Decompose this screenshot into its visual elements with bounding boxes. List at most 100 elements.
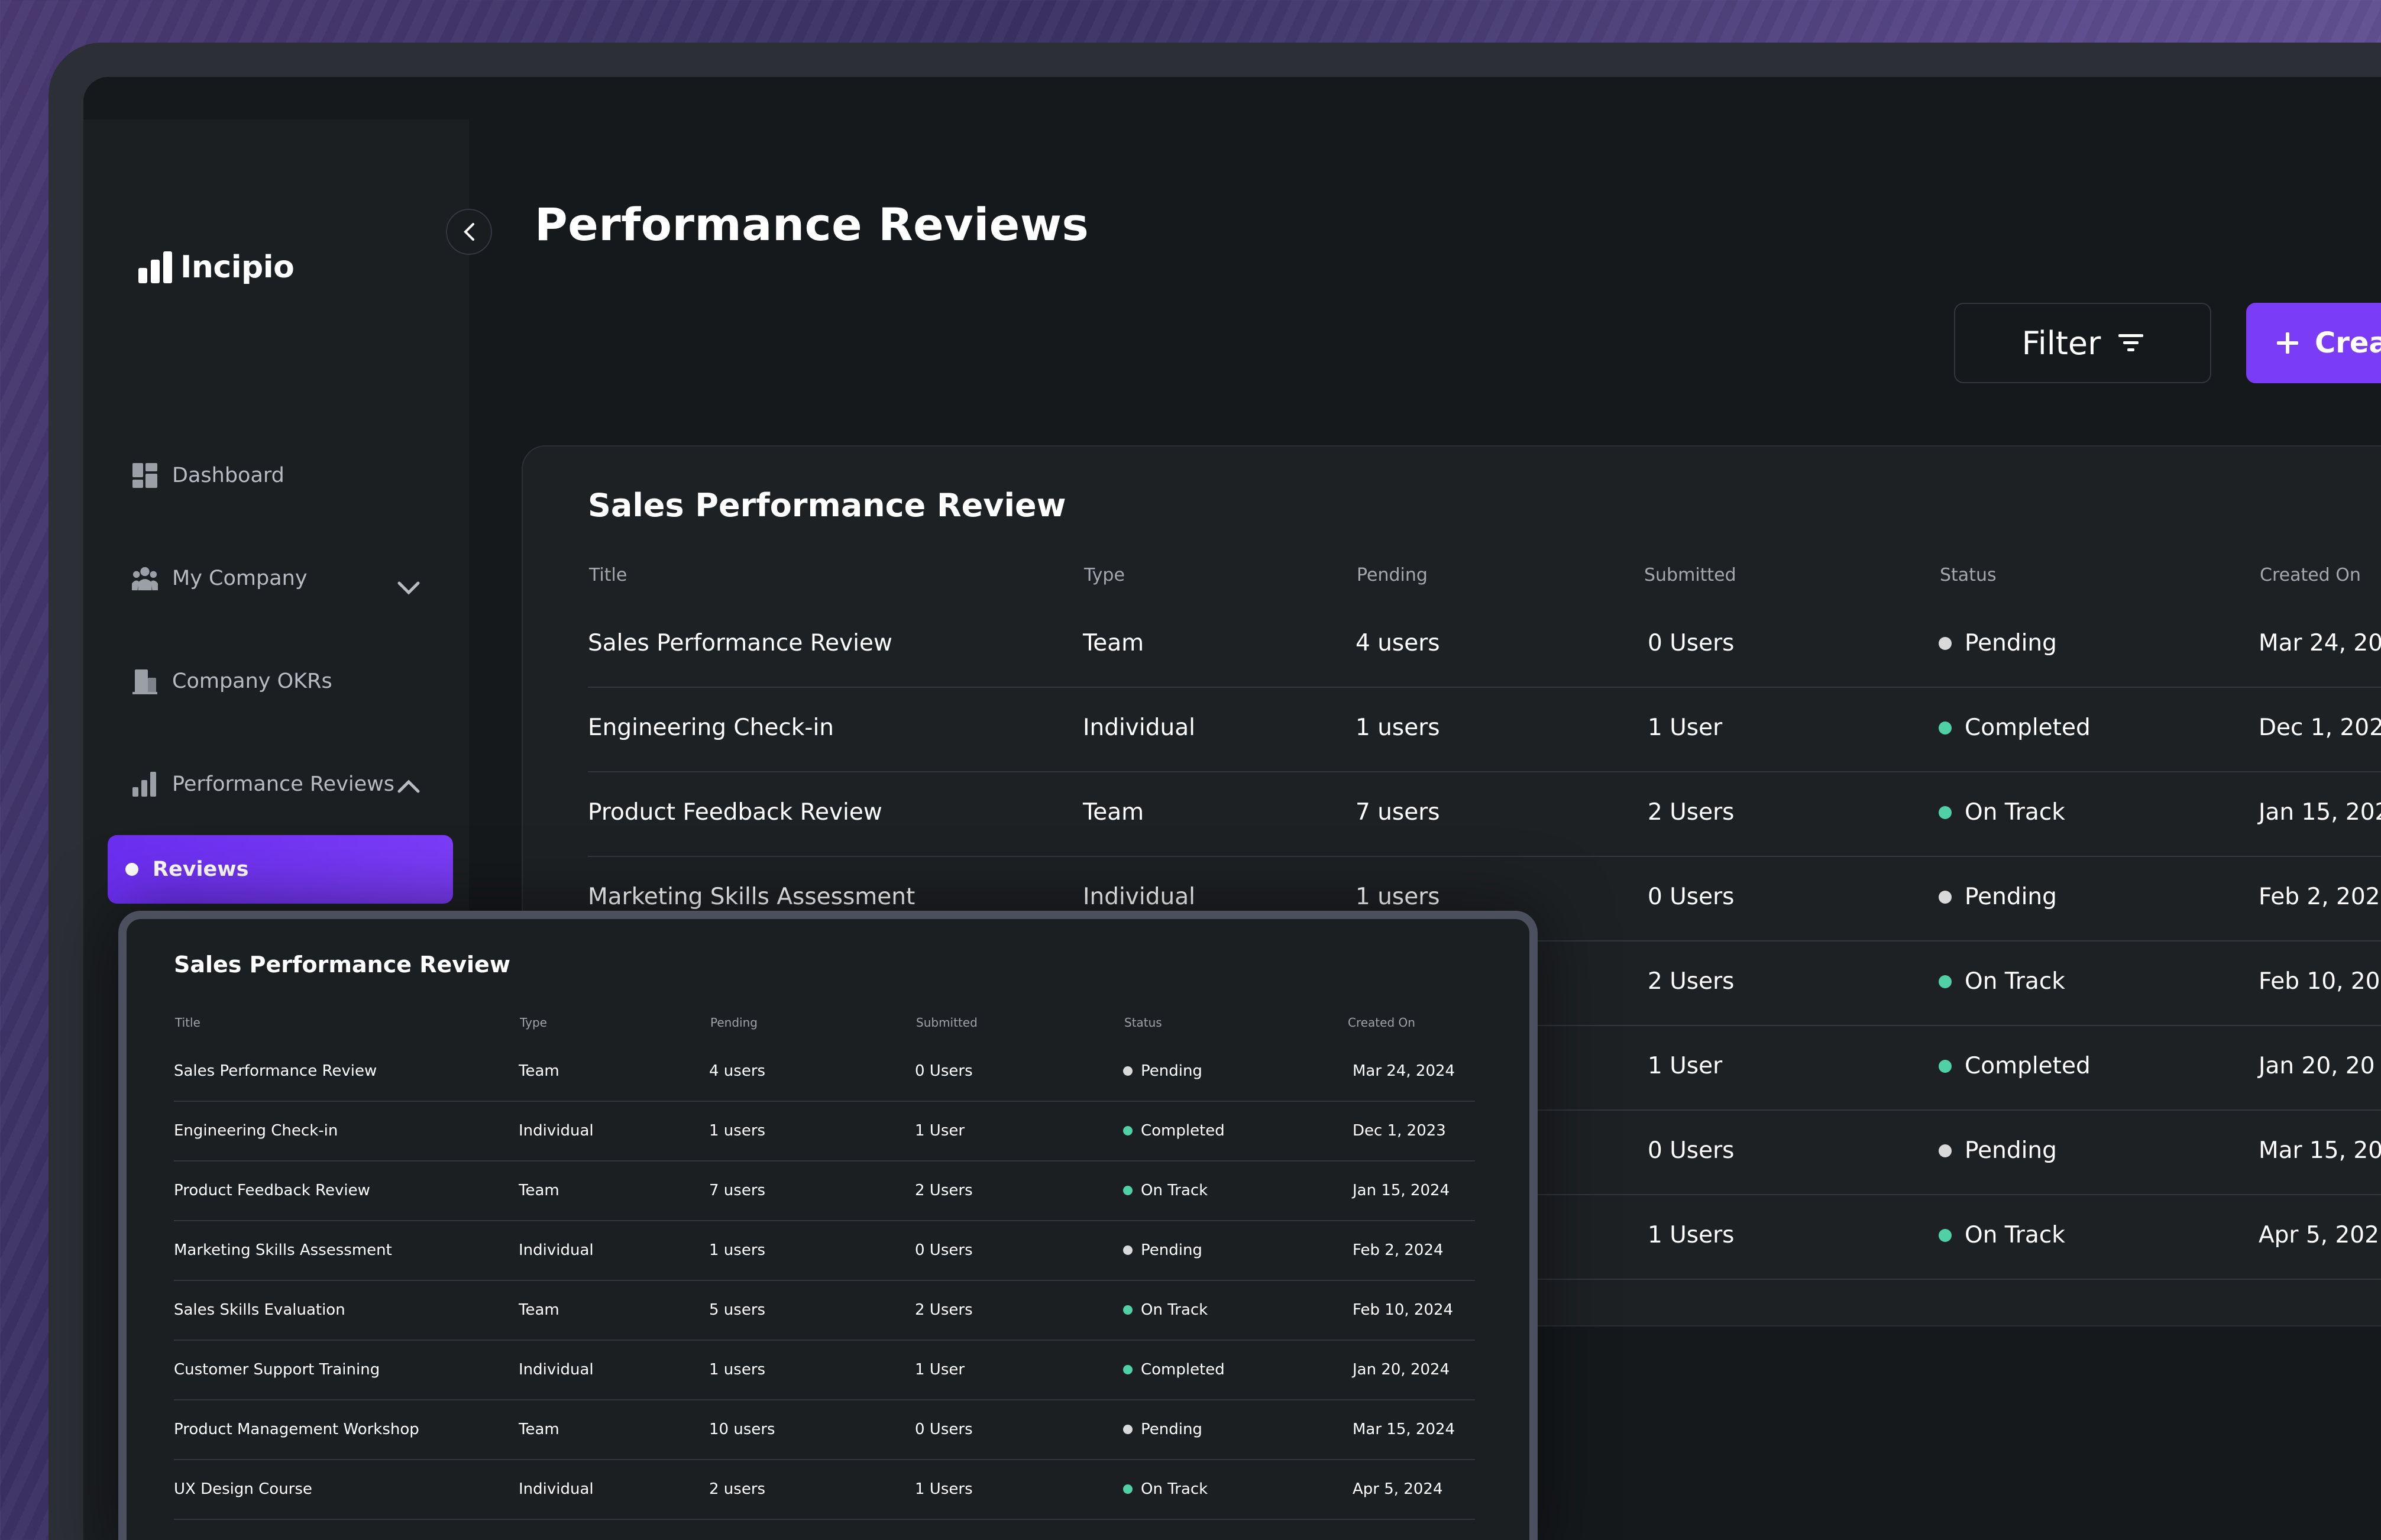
- plus-icon: [2277, 332, 2298, 354]
- app-logo[interactable]: Incipio: [138, 250, 295, 285]
- cell-submitted: 0 Users: [915, 1241, 973, 1259]
- cell-type: Individual: [1083, 714, 1195, 741]
- cell-type: Team: [519, 1301, 559, 1319]
- cell-text: Team: [1083, 799, 1144, 826]
- cell-pending: 1 users: [1356, 884, 1440, 910]
- column-header[interactable]: Pending: [710, 1015, 758, 1030]
- cell-created: Jan 15, 2024: [1353, 1182, 1450, 1199]
- table-row[interactable]: Customer Support Training Individual 1 use…: [174, 1341, 1475, 1400]
- cell-type: Individual: [519, 1361, 594, 1379]
- table-row[interactable]: Sales Performance Review Team 4 users 0 Use…: [588, 603, 2381, 688]
- cell-submitted: 2 Users: [915, 1301, 973, 1319]
- cell-title: Marketing Skills Assessment: [174, 1241, 392, 1259]
- cell-submitted: 2 Users: [915, 1182, 973, 1199]
- cell-submitted: 1 User: [915, 1361, 965, 1379]
- cell-title: Marketing Skills Assessment: [588, 884, 915, 910]
- table-row[interactable]: Sales Performance Review Team 4 users 0 Use…: [174, 1042, 1475, 1102]
- column-header[interactable]: Title: [175, 1015, 200, 1030]
- cell-text: Sales Performance Review: [588, 630, 892, 656]
- preview-title: Sales Performance Review: [174, 952, 510, 978]
- cell-pending: 10 users: [709, 1421, 775, 1438]
- cell-pending: 1 users: [1356, 714, 1440, 741]
- sidebar-item-dashboard[interactable]: Dashboard: [132, 462, 284, 488]
- cell-text: On Track: [1141, 1301, 1208, 1319]
- cell-status: On Track: [1123, 1182, 1208, 1199]
- cell-text: Feb 2, 202: [2259, 884, 2380, 910]
- cell-text: 1 Users: [915, 1480, 973, 1498]
- column-header[interactable]: Type: [520, 1015, 547, 1030]
- table-row[interactable]: Product Management Workshop Team 10 users 0…: [174, 1400, 1475, 1460]
- cell-text: 1 User: [915, 1122, 965, 1140]
- cell-status: Pending: [1123, 1421, 1202, 1438]
- cell-created: Feb 2, 2024: [1353, 1241, 1444, 1259]
- cell-status: On Track: [1939, 1222, 2065, 1248]
- status-dot-icon: [1123, 1425, 1133, 1434]
- cell-text: 1 users: [1356, 884, 1440, 910]
- column-header[interactable]: Pending: [1357, 565, 1428, 585]
- table-row[interactable]: Sales Skills Evaluation Team 5 users 2 User…: [174, 1281, 1475, 1341]
- create-button[interactable]: Creat: [2246, 303, 2381, 383]
- cell-text: Pending: [1141, 1241, 1202, 1259]
- cell-text: 4 users: [1356, 630, 1440, 656]
- cell-type: Individual: [519, 1480, 594, 1498]
- cell-type: Individual: [1083, 884, 1195, 910]
- cell-title: Product Feedback Review: [588, 799, 882, 826]
- cell-text: 0 Users: [1648, 1137, 1735, 1164]
- cell-status: On Track: [1939, 799, 2065, 826]
- cell-text: Mar 15, 2024: [1353, 1421, 1455, 1438]
- column-header[interactable]: Created On: [2260, 565, 2361, 585]
- cell-pending: 1 users: [709, 1122, 765, 1140]
- cell-text: Team: [519, 1421, 559, 1438]
- cell-pending: 7 users: [709, 1182, 765, 1199]
- cell-pending: 1 users: [709, 1241, 765, 1259]
- column-header[interactable]: Type: [1084, 565, 1125, 585]
- table-row[interactable]: Engineering Check-in Individual 1 users 1 U…: [174, 1102, 1475, 1162]
- cell-created: Mar 15, 2024: [1353, 1421, 1455, 1438]
- collapse-sidebar-button[interactable]: [446, 209, 492, 255]
- column-header[interactable]: Status: [1124, 1015, 1162, 1030]
- cell-text: 0 Users: [915, 1062, 973, 1080]
- sidebar-item-company-okrs[interactable]: Company OKRs: [132, 668, 332, 694]
- status-dot-icon: [1123, 1126, 1133, 1135]
- status-dot-icon: [1123, 1245, 1133, 1255]
- table-row[interactable]: Marketing Skills Assessment Individual 1 u…: [174, 1221, 1475, 1281]
- cell-pending: 1 users: [709, 1361, 765, 1379]
- cell-status: On Track: [1123, 1480, 1208, 1498]
- cell-text: 10 users: [709, 1421, 775, 1438]
- sidebar-item-performance-reviews[interactable]: Performance Reviews: [132, 771, 394, 797]
- status-dot-icon: [1939, 721, 1952, 735]
- bar-chart-icon: [132, 771, 158, 797]
- cell-submitted: 1 Users: [915, 1480, 973, 1498]
- table-row[interactable]: Product Feedback Review Team 7 users 2 User…: [588, 772, 2381, 857]
- table-row[interactable]: Engineering Check-in Individual 1 users 1 U…: [588, 688, 2381, 772]
- status-dot-icon: [1939, 805, 1952, 819]
- cell-created: Feb 10, 2024: [1353, 1301, 1453, 1319]
- column-header[interactable]: Status: [1940, 565, 1997, 585]
- chevron-down-icon[interactable]: [397, 581, 420, 596]
- column-header[interactable]: Created On: [1348, 1015, 1415, 1030]
- cell-text: On Track: [1965, 799, 2065, 826]
- sidebar-subitem-reviews[interactable]: Reviews: [108, 835, 453, 904]
- status-dot-icon: [1123, 1305, 1133, 1315]
- column-header[interactable]: Submitted: [1644, 565, 1736, 585]
- sidebar-item-my-company[interactable]: My Company: [132, 565, 308, 591]
- cell-title: Customer Support Training: [174, 1361, 380, 1379]
- filter-button[interactable]: Filter: [1954, 303, 2211, 383]
- app-name: Incipio: [180, 250, 295, 285]
- cell-text: Sales Skills Evaluation: [174, 1301, 345, 1319]
- chevron-up-icon[interactable]: [397, 778, 420, 794]
- column-header[interactable]: Title: [589, 565, 627, 585]
- cell-text: 1 users: [1356, 714, 1440, 741]
- table-row[interactable]: UX Design Course Individual 2 users 1 Users…: [174, 1460, 1475, 1520]
- cell-text: Jan 20, 2024: [1353, 1361, 1450, 1379]
- card-title: Sales Performance Review: [588, 487, 1066, 524]
- cell-text: Sales Performance Review: [174, 1062, 377, 1080]
- cell-text: Individual: [519, 1361, 594, 1379]
- column-header[interactable]: Submitted: [916, 1015, 978, 1030]
- table-row[interactable]: Product Feedback Review Team 7 users 2 User…: [174, 1162, 1475, 1221]
- cell-pending: 5 users: [709, 1301, 765, 1319]
- cell-submitted: 0 Users: [915, 1421, 973, 1438]
- cell-text: 0 Users: [1648, 630, 1735, 656]
- cell-pending: 4 users: [1356, 630, 1440, 656]
- cell-text: 1 users: [709, 1122, 766, 1140]
